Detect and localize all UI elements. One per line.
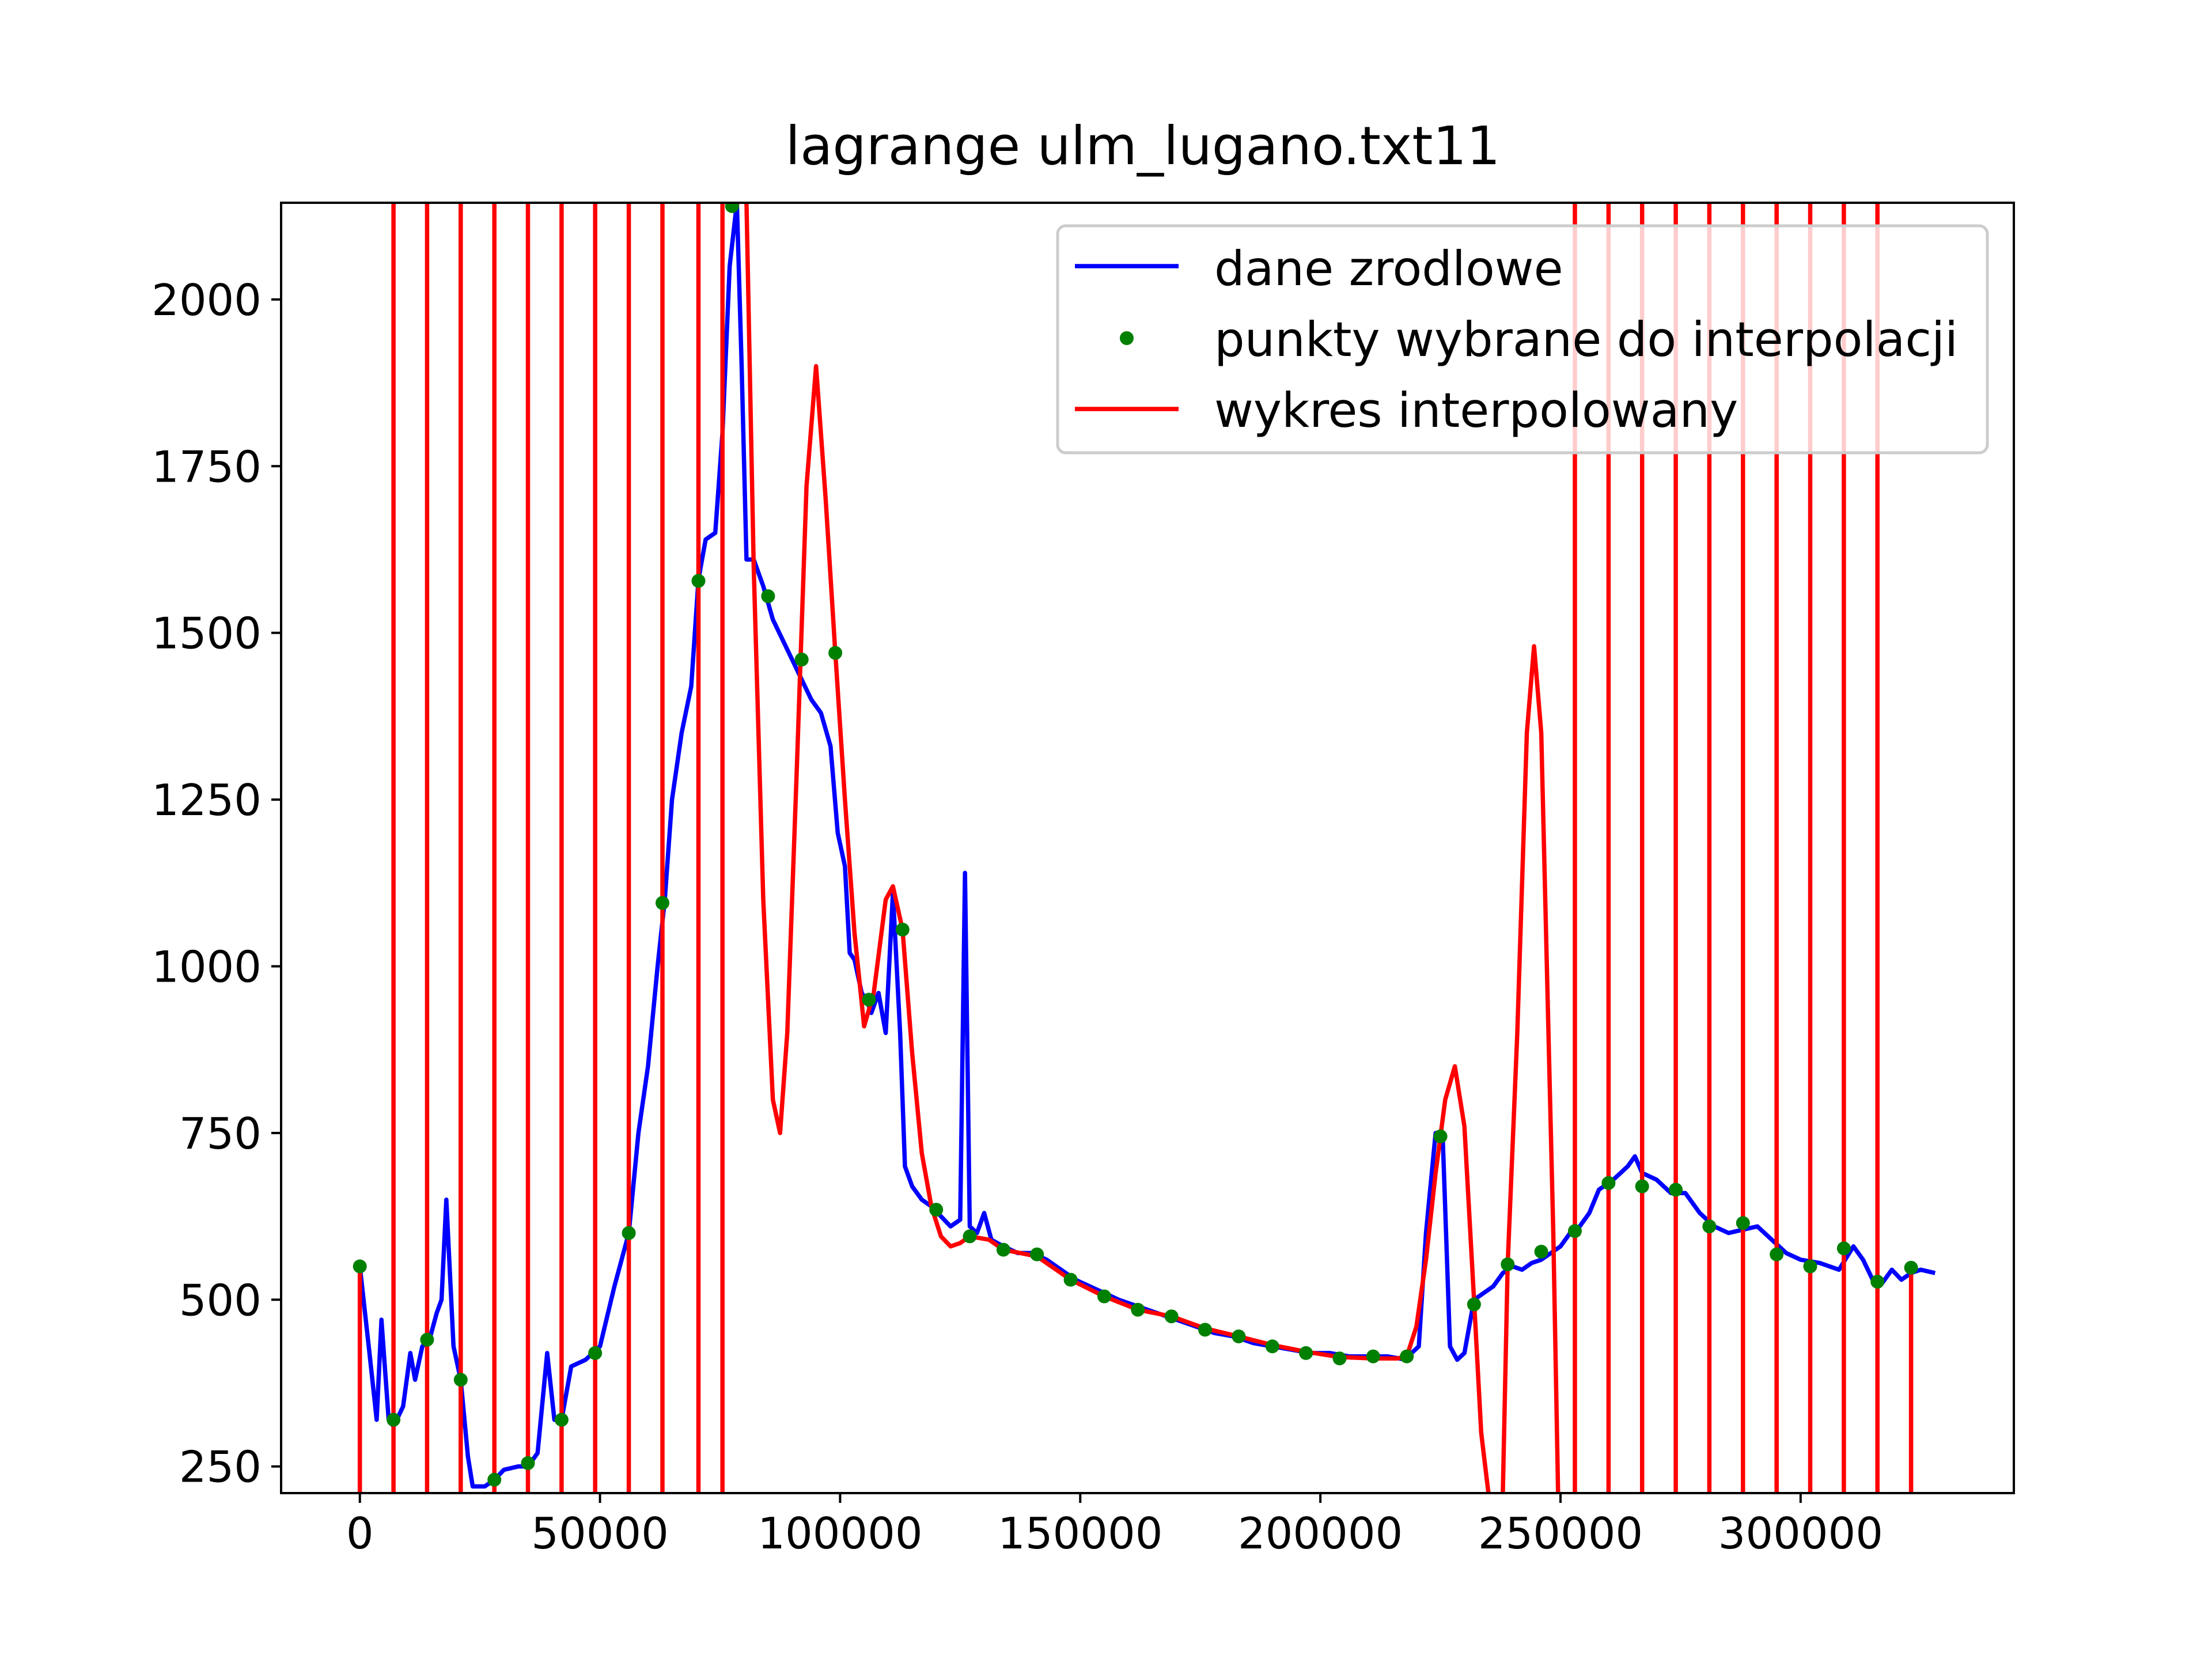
data-point-17 [929, 1203, 944, 1217]
x-tick-label: 100000 [757, 1508, 922, 1559]
data-point-41 [1736, 1216, 1750, 1230]
data-point-42 [1770, 1247, 1784, 1262]
data-point-26 [1232, 1330, 1246, 1343]
data-point-27 [1265, 1339, 1279, 1354]
data-point-34 [1501, 1257, 1515, 1271]
data-point-13 [794, 653, 809, 666]
data-point-9 [656, 896, 669, 910]
data-point-25 [1198, 1323, 1212, 1337]
data-point-4 [487, 1472, 502, 1487]
y-tick-label: 1750 [151, 441, 262, 492]
data-point-2 [420, 1332, 434, 1347]
y-tick-label: 1500 [151, 608, 262, 659]
series-line-interpolated-segment-14 [1501, 644, 1560, 1493]
x-tick-label: 150000 [998, 1508, 1162, 1559]
data-point-43 [1803, 1259, 1817, 1274]
data-point-28 [1299, 1346, 1313, 1360]
data-point-35 [1534, 1244, 1548, 1259]
legend-points-swatch [1120, 331, 1134, 345]
data-point-22 [1097, 1289, 1111, 1304]
x-tick-label: 200000 [1238, 1508, 1403, 1559]
data-point-1 [387, 1412, 401, 1427]
x-tick-label: 300000 [1718, 1508, 1883, 1559]
data-point-30 [1366, 1349, 1380, 1363]
axes-frame [280, 202, 2015, 1494]
data-point-21 [1063, 1272, 1078, 1287]
y-tick-label: 2000 [151, 275, 262, 325]
y-tick-label: 1250 [151, 775, 262, 825]
data-point-40 [1702, 1219, 1717, 1233]
data-point-31 [1400, 1349, 1414, 1363]
data-point-11 [725, 203, 739, 213]
data-point-6 [554, 1412, 569, 1427]
data-point-16 [895, 922, 910, 937]
data-point-18 [963, 1229, 977, 1244]
data-point-10 [691, 574, 706, 588]
x-tick-label: 0 [346, 1508, 374, 1559]
x-tick-label: 250000 [1478, 1508, 1643, 1559]
data-point-45 [1870, 1275, 1885, 1289]
data-point-39 [1669, 1183, 1683, 1197]
y-tick-label: 500 [179, 1275, 262, 1325]
data-point-0 [353, 1259, 367, 1274]
data-point-29 [1332, 1351, 1347, 1366]
x-tick-label: 50000 [531, 1508, 669, 1559]
data-point-14 [828, 646, 843, 660]
data-point-7 [588, 1346, 603, 1360]
data-point-44 [1836, 1241, 1851, 1256]
data-point-5 [521, 1456, 535, 1470]
data-point-15 [862, 993, 876, 1007]
data-point-37 [1601, 1176, 1616, 1190]
data-point-20 [1030, 1247, 1044, 1262]
axes: 0 50000 100000 150000 200000 250000 300000 250 5… [151, 202, 2015, 1559]
data-point-36 [1568, 1224, 1582, 1238]
y-tick-label: 250 [179, 1442, 262, 1493]
y-tick-label: 1000 [151, 941, 262, 992]
data-point-8 [622, 1226, 636, 1240]
data-point-38 [1635, 1179, 1649, 1194]
data-point-12 [761, 589, 775, 603]
data-point-32 [1433, 1129, 1448, 1143]
legend-points-label: punkty wybrane do interpolacji [1214, 312, 1958, 368]
legend: dane zrodlowe punkty wybrane do interpol… [1056, 224, 1989, 454]
legend-interpolated-label: wykres interpolowany [1214, 382, 1738, 438]
data-point-24 [1164, 1309, 1179, 1324]
legend-frame [1056, 224, 1989, 454]
data-point-33 [1467, 1297, 1481, 1312]
data-point-46 [1904, 1260, 1918, 1275]
data-point-19 [996, 1243, 1010, 1257]
legend-source-label: dane zrodlowe [1214, 241, 1563, 297]
y-tick-label: 750 [179, 1108, 262, 1159]
data-point-3 [453, 1373, 468, 1387]
data-point-23 [1131, 1302, 1145, 1317]
chart-title: lagrange ulm_lugano.txt11 [785, 115, 1500, 177]
